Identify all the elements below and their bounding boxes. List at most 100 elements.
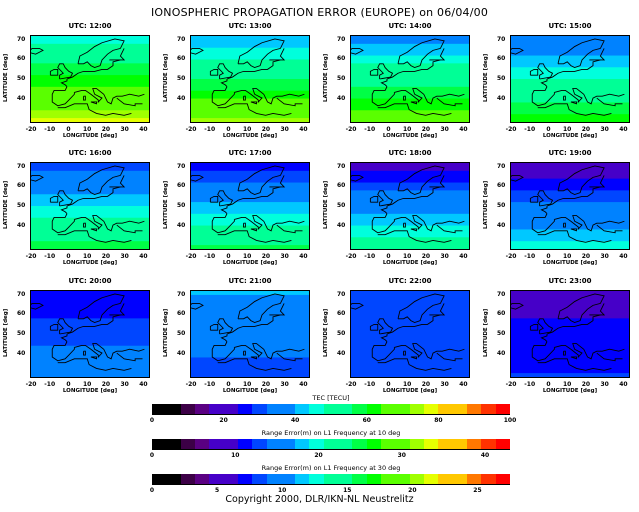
tec-band (31, 217, 149, 223)
colorbar-swatch (223, 404, 238, 414)
y-tick-label: 60 (337, 182, 346, 190)
tec-band (351, 194, 469, 199)
coastline (250, 228, 257, 232)
coastline (563, 222, 566, 228)
colorbar-swatch (438, 439, 453, 449)
y-axis-label: LATITUDE [deg] (3, 308, 9, 357)
tec-band (351, 118, 469, 122)
x-tick-label: 20 (101, 126, 111, 133)
y-tick-label: 40 (177, 221, 186, 229)
colorbar-swatch (452, 474, 467, 484)
tec-band (511, 163, 629, 168)
tec-band (351, 59, 469, 64)
coastline (380, 334, 388, 342)
y-tick-label: 50 (17, 202, 26, 209)
tec-band (351, 241, 469, 246)
tec-band (351, 43, 469, 49)
tec-band (31, 178, 149, 184)
coastline (540, 206, 548, 214)
x-tick-label: -10 (524, 126, 536, 133)
tec-band (31, 36, 149, 41)
x-tick-label: 30 (440, 253, 449, 260)
tec-band (351, 318, 469, 323)
tec-band (31, 318, 149, 323)
coastline (436, 224, 463, 234)
tec-band (511, 245, 629, 249)
colorbar-swatch (280, 474, 296, 484)
coastline (220, 79, 228, 87)
y-tick-label: 60 (497, 310, 506, 318)
tec-band (351, 345, 469, 351)
tec-band (511, 55, 629, 61)
y-tick-label: 50 (497, 330, 506, 337)
x-tick-label: -20 (345, 381, 357, 388)
x-tick-label: 20 (421, 381, 431, 388)
tec-band (351, 102, 469, 107)
x-tick-label: 0 (386, 126, 391, 133)
coastline (351, 302, 364, 310)
tec-band (351, 182, 469, 188)
coastline (90, 101, 97, 105)
tec-band (191, 229, 309, 234)
tec-band (31, 198, 149, 203)
map-panel: UTC: 19:00 70 60 50 40 -20 -10 0 10 20 30 40 LATITUD… (480, 149, 639, 277)
y-tick-label: 40 (17, 94, 26, 102)
coastline (596, 224, 623, 234)
tec-band (31, 326, 149, 331)
x-tick-label: 20 (581, 381, 591, 388)
coastline (209, 195, 219, 203)
y-tick-label: 40 (497, 94, 506, 102)
colorbar-swatch (352, 404, 367, 414)
colorbar-swatch (452, 404, 467, 414)
tec-band (511, 225, 629, 231)
x-tick-label: 30 (120, 381, 129, 388)
x-tick-label: 20 (261, 253, 271, 260)
coastline (57, 318, 74, 335)
x-tick-label: 20 (261, 381, 271, 388)
colorbar-swatch (409, 439, 424, 449)
tec-band (191, 241, 309, 246)
colorbar-swatch (366, 439, 381, 449)
tec-band (511, 102, 629, 107)
tec-band (511, 71, 629, 76)
tec-band (31, 82, 149, 88)
tec-band (191, 209, 309, 215)
colorbar-swatch (438, 404, 453, 414)
coastline (397, 38, 445, 69)
panel-title: UTC: 14:00 (388, 22, 432, 30)
panel-title: UTC: 17:00 (228, 149, 272, 157)
tec-band (191, 345, 309, 351)
tec-band (191, 349, 309, 355)
x-axis-label: LONGITUDE [deg] (222, 388, 278, 394)
tec-band (351, 198, 469, 203)
tec-band (191, 322, 309, 327)
x-tick-label: -20 (25, 126, 37, 133)
coastline (570, 101, 577, 105)
colorbar-swatch (338, 404, 353, 414)
tec-band (31, 63, 149, 68)
tec-band (351, 190, 469, 195)
coastline (589, 48, 606, 61)
tec-band (511, 194, 629, 199)
coastline (250, 101, 257, 105)
x-tick-label: 40 (459, 126, 468, 133)
tec-band (31, 67, 149, 72)
tec-band (31, 334, 149, 339)
colorbar-swatch (180, 474, 195, 484)
x-axis-label: LONGITUDE [deg] (542, 388, 598, 394)
x-tick-label: 30 (280, 126, 289, 133)
tec-band (511, 36, 629, 41)
x-tick-label: 10 (403, 381, 412, 388)
coastline (540, 334, 548, 342)
tec-band (191, 59, 309, 64)
tec-band (351, 114, 469, 119)
x-tick-label: 10 (83, 253, 92, 260)
colorbar-tick-label: 25 (473, 487, 482, 494)
x-tick-label: 0 (546, 253, 551, 260)
coastline (217, 230, 292, 243)
tec-band (351, 71, 469, 76)
tec-band (31, 361, 149, 366)
colorbar-tick-label: 60 (362, 417, 371, 424)
tec-band (511, 43, 629, 49)
coastline (371, 213, 395, 234)
